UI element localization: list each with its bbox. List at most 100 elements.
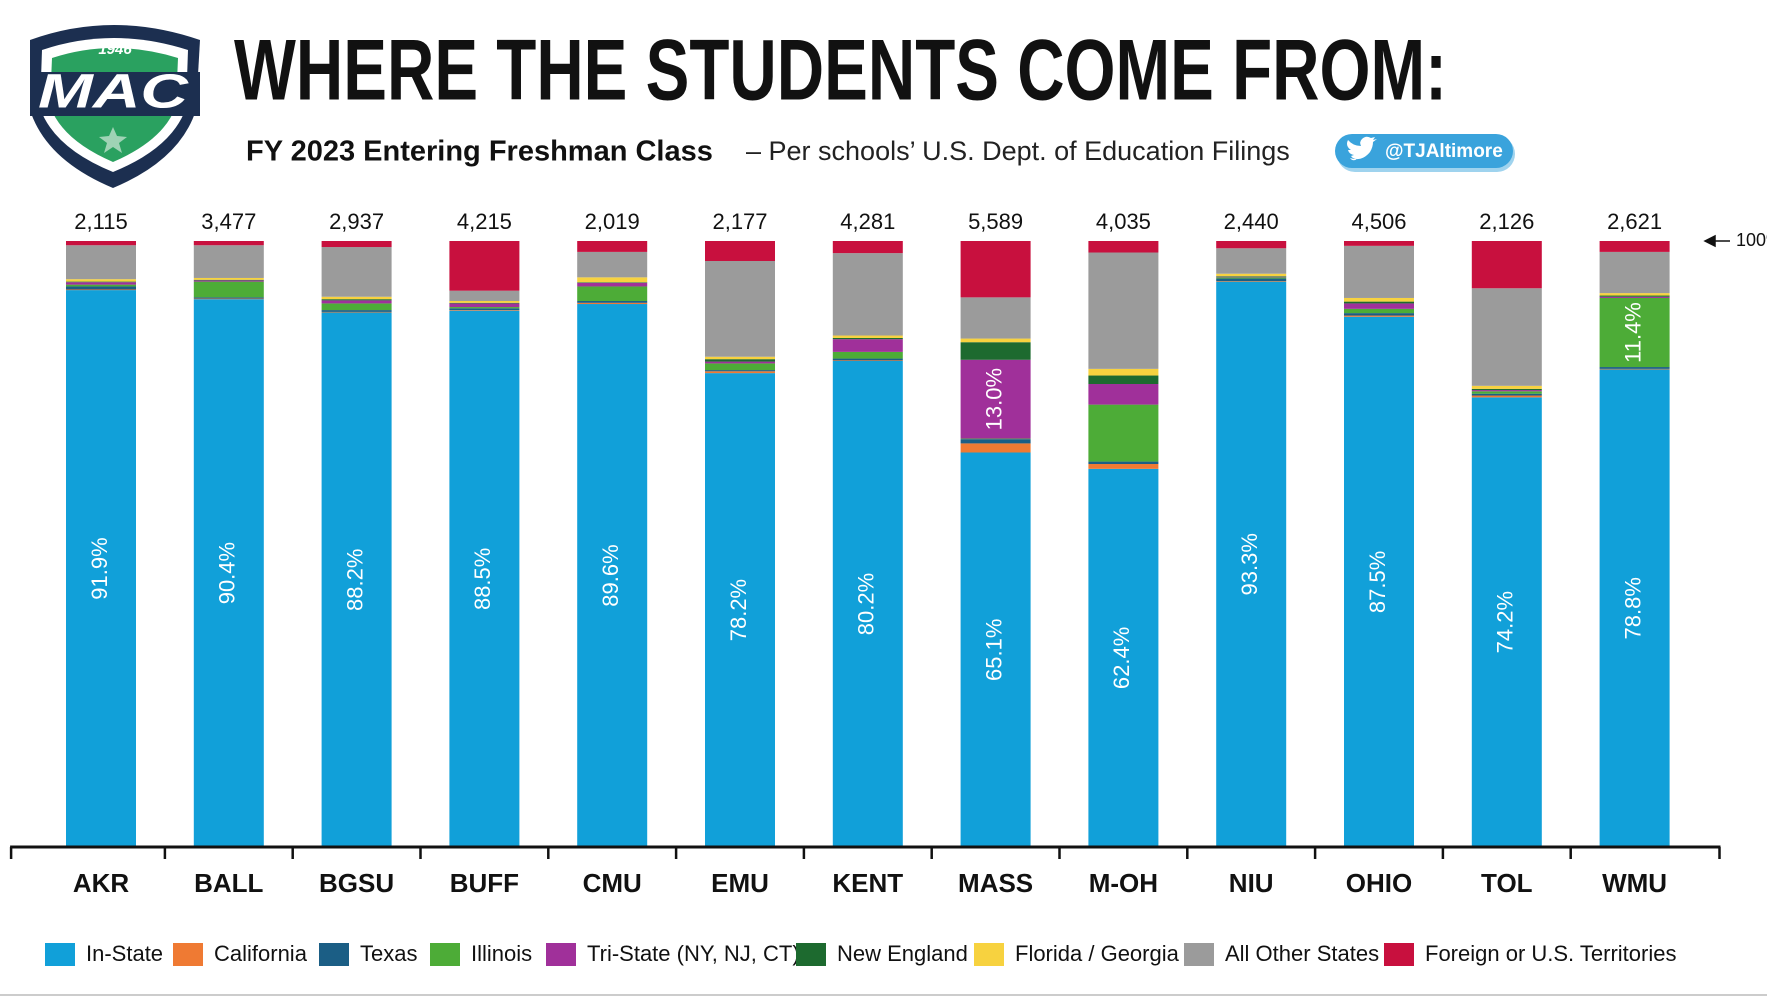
x-tick-label: CMU xyxy=(583,868,642,898)
bar-segment xyxy=(193,298,264,300)
value-label: 65.1% xyxy=(981,619,1006,681)
bar-segment xyxy=(449,308,520,311)
bar-segment xyxy=(832,335,903,338)
bar-segment xyxy=(321,296,392,300)
bar-segment xyxy=(705,241,775,261)
bar-segment xyxy=(1088,384,1159,405)
bar-segment xyxy=(832,351,903,359)
bar-segment xyxy=(1471,288,1542,386)
x-tick-label: MASS xyxy=(958,868,1033,898)
total-label: 4,506 xyxy=(1351,209,1406,234)
bar-segment xyxy=(66,286,136,290)
bar-segment xyxy=(1471,241,1542,289)
legend-label: Foreign or U.S. Territories xyxy=(1425,941,1676,966)
bar-segment xyxy=(1471,388,1542,391)
bar-segment xyxy=(1471,397,1542,847)
bar-segment xyxy=(193,245,264,278)
x-tick-label: OHIO xyxy=(1346,868,1412,898)
bar-segment xyxy=(705,373,775,847)
bar-segment xyxy=(577,286,648,301)
value-label: 80.2% xyxy=(854,573,879,635)
x-tick-label: NIU xyxy=(1229,868,1274,898)
bar-segment xyxy=(193,299,264,847)
bar-segment xyxy=(449,303,520,308)
bar-segment xyxy=(1088,368,1159,376)
legend-swatch xyxy=(1184,943,1214,966)
bar-segment xyxy=(577,251,648,278)
bar-segment xyxy=(1599,241,1670,252)
bar-segment xyxy=(1088,461,1159,465)
bar-segment xyxy=(66,279,136,282)
legend-swatch xyxy=(1384,943,1414,966)
logo-year: 1946 xyxy=(98,41,132,58)
bar-segment xyxy=(1344,316,1414,847)
total-label: 4,215 xyxy=(457,209,512,234)
legend-swatch xyxy=(173,943,203,966)
bar-segment xyxy=(321,241,392,248)
x-tick-label: KENT xyxy=(832,868,903,898)
bar-segment xyxy=(1599,297,1670,368)
bar-segment xyxy=(1216,241,1287,249)
bar-segment xyxy=(960,438,1031,440)
x-tick-label: BUFF xyxy=(450,868,519,898)
bar-segment xyxy=(1216,278,1287,281)
bar-segment xyxy=(1471,395,1542,398)
bar-segment xyxy=(321,299,392,301)
bar-segment xyxy=(193,279,264,281)
legend-label: In-State xyxy=(86,941,163,966)
legend-swatch xyxy=(796,943,826,966)
y-tick-label: 100% xyxy=(1736,230,1767,250)
total-label: 2,621 xyxy=(1607,209,1662,234)
legend-label: Tri-State (NY, NJ, CT) xyxy=(587,941,800,966)
legend-label: Illinois xyxy=(471,941,532,966)
bar-segment xyxy=(1344,301,1414,304)
bar-segment xyxy=(1088,252,1159,369)
bar-segment xyxy=(960,297,1031,339)
value-label: 62.4% xyxy=(1109,627,1134,689)
value-label: 78.2% xyxy=(726,579,751,641)
bar-segment xyxy=(577,241,648,252)
bar-segment xyxy=(193,297,264,299)
bar-segment xyxy=(66,281,136,283)
bar-segment xyxy=(1216,277,1287,279)
bar-segment xyxy=(705,363,775,371)
bar-segment xyxy=(449,302,520,304)
total-label: 2,019 xyxy=(585,209,640,234)
bar-segment xyxy=(577,282,648,287)
bar-segment xyxy=(705,356,775,360)
bar-segment xyxy=(832,241,903,254)
bar-segment xyxy=(449,290,520,301)
bar-segment xyxy=(1216,273,1287,277)
bar-segment xyxy=(577,300,648,303)
bar-segment xyxy=(1216,280,1287,282)
bar-segment xyxy=(960,359,1031,439)
bar-segment xyxy=(705,361,775,364)
bar-segment xyxy=(1344,241,1414,246)
bar-segment xyxy=(1599,251,1670,294)
value-label: 88.5% xyxy=(470,548,495,610)
legend-label: All Other States xyxy=(1225,941,1379,966)
bar-segment xyxy=(1599,367,1670,369)
subtitle-bold: FY 2023 Entering Freshman Class xyxy=(246,136,713,168)
twitter-badge: @TJAltimore xyxy=(1335,134,1515,172)
bar-segment xyxy=(960,241,1031,298)
bar-segment xyxy=(1344,297,1414,302)
bar-segment xyxy=(66,284,136,287)
bar-segment xyxy=(960,342,1031,360)
total-label: 3,477 xyxy=(201,209,256,234)
bar-segment xyxy=(960,452,1031,847)
bar-segment xyxy=(193,277,264,280)
subtitle: – Per schools’ U.S. Dept. of Education F… xyxy=(746,136,1290,166)
bar-segment xyxy=(1088,464,1159,469)
bar-segment xyxy=(1599,369,1670,847)
twitter-handle: @TJAltimore xyxy=(1385,141,1503,162)
bar-segment xyxy=(705,371,775,374)
bar-segment xyxy=(577,304,648,847)
bar-segment xyxy=(1471,390,1542,392)
bar-segment xyxy=(1599,296,1670,298)
bar-segment xyxy=(832,360,903,361)
bar-segment xyxy=(1216,276,1287,277)
legend-label: New England xyxy=(837,941,968,966)
total-label: 2,177 xyxy=(712,209,767,234)
